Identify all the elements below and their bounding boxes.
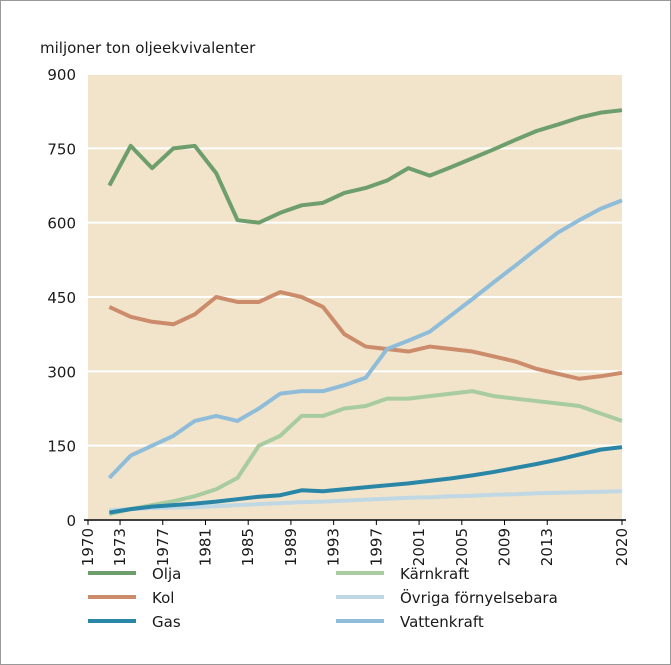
x-tick-label: 1985 bbox=[239, 528, 257, 566]
x-tick-label: 2009 bbox=[496, 528, 514, 566]
y-axis-label: miljoner ton oljeekvivalenter bbox=[40, 39, 256, 57]
legend-label: Kärnkraft bbox=[400, 565, 469, 583]
x-tick-label: 1989 bbox=[282, 528, 300, 566]
x-tick-label: 2005 bbox=[453, 528, 471, 566]
legend-label: Vattenkraft bbox=[400, 613, 484, 631]
legend-label: Övriga förnyelsebara bbox=[400, 588, 558, 607]
x-tick-label: 1973 bbox=[111, 528, 129, 566]
x-tick-label: 1993 bbox=[325, 528, 343, 566]
x-tick-label: 2020 bbox=[613, 528, 631, 566]
series-line bbox=[108, 290, 623, 381]
legend-label: Gas bbox=[152, 613, 181, 631]
legend-label: Kol bbox=[152, 589, 174, 607]
series-line bbox=[109, 489, 623, 513]
legend-label: Olja bbox=[152, 565, 181, 583]
y-tick-label: 300 bbox=[47, 363, 76, 381]
x-tick-label: 1970 bbox=[79, 528, 97, 566]
series-line bbox=[108, 389, 623, 517]
x-tick-label: 1981 bbox=[196, 528, 214, 566]
x-tick-label: 2013 bbox=[538, 528, 556, 566]
y-tick-label: 600 bbox=[47, 215, 76, 233]
y-tick-label: 900 bbox=[47, 66, 76, 84]
series-line bbox=[107, 108, 623, 225]
x-tick-label: 2001 bbox=[410, 528, 428, 566]
x-tick-label: 1977 bbox=[154, 528, 172, 566]
y-tick-label: 450 bbox=[47, 289, 76, 307]
y-tick-label: 750 bbox=[47, 140, 76, 158]
y-tick-label: 0 bbox=[66, 512, 76, 530]
series-line bbox=[107, 198, 623, 480]
y-tick-label: 150 bbox=[47, 438, 76, 456]
x-tick-label: 1997 bbox=[367, 528, 385, 566]
series-line bbox=[109, 445, 623, 515]
